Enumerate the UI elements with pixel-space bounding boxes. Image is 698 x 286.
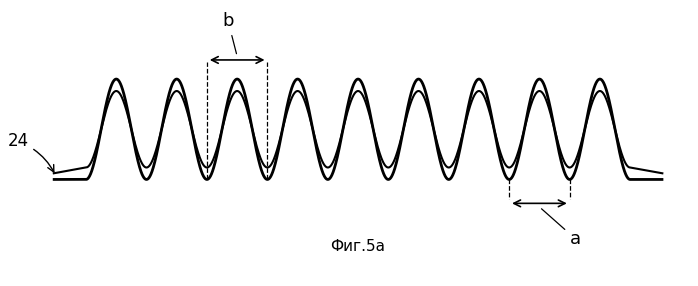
Text: a: a: [542, 209, 581, 248]
Text: Фиг.5а: Фиг.5а: [331, 239, 385, 254]
Polygon shape: [53, 79, 663, 179]
Text: 24: 24: [8, 132, 54, 172]
Text: b: b: [223, 12, 237, 54]
